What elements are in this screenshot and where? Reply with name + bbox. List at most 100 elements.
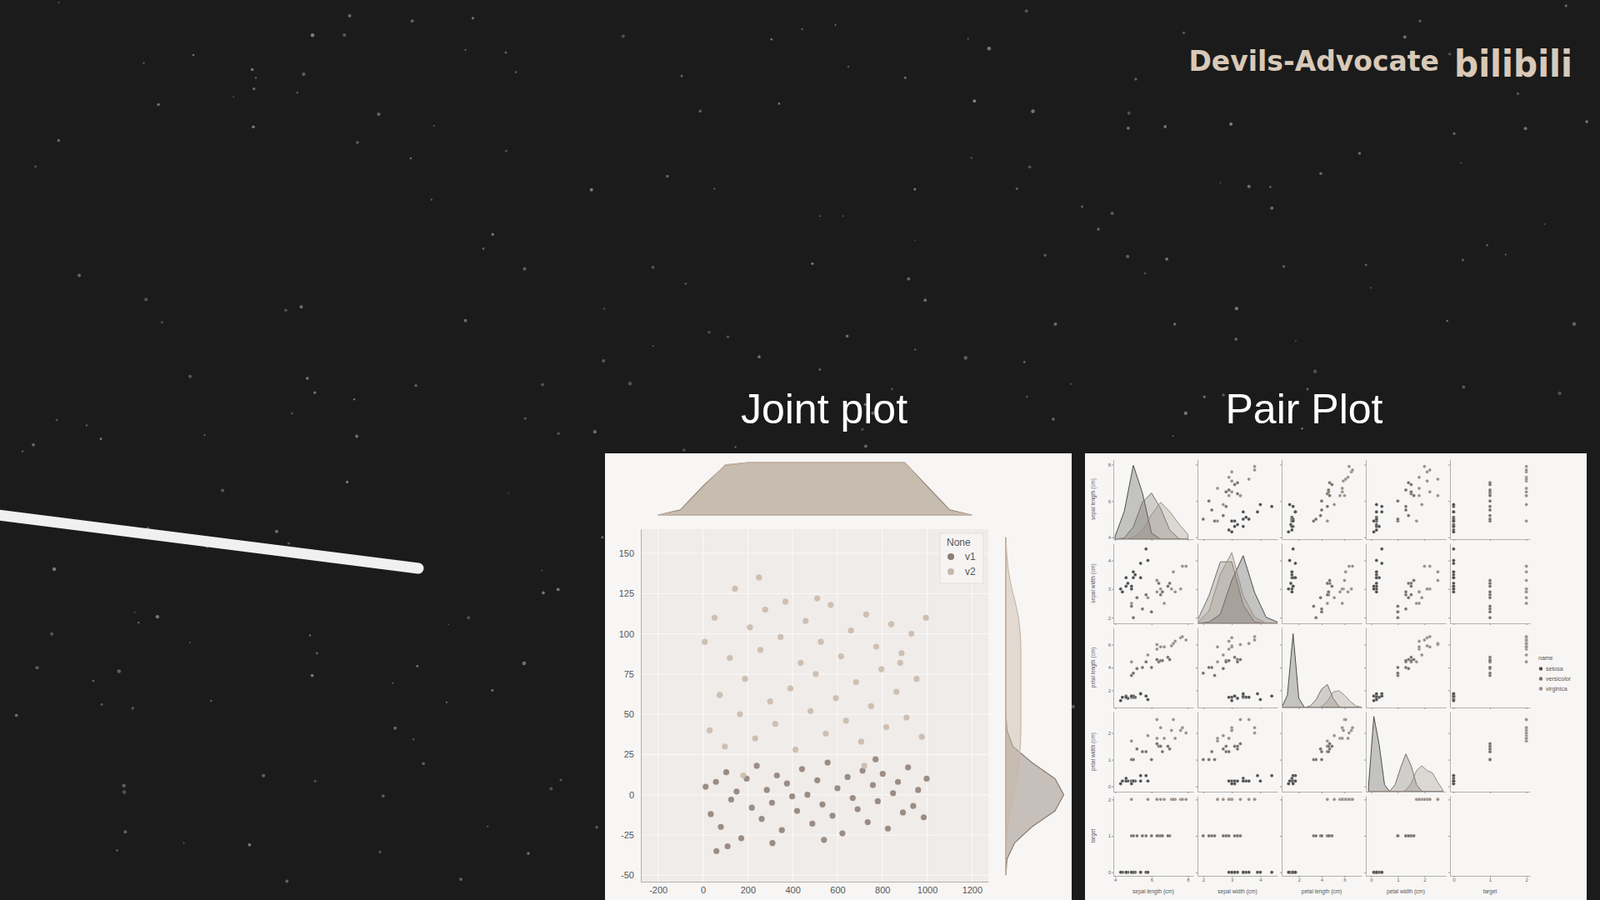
point [1375, 870, 1379, 875]
tick-label: 3 [1230, 877, 1235, 883]
point [1380, 547, 1384, 551]
point [1227, 736, 1231, 740]
point [1435, 570, 1440, 574]
point [1144, 593, 1148, 597]
tick-label: 150 [619, 548, 635, 559]
cell-marks [1115, 465, 1188, 540]
legend-marker [1539, 686, 1543, 690]
tick: 8 [1108, 462, 1114, 468]
point [746, 624, 753, 630]
tick-mark [1370, 707, 1372, 710]
cell-marks [1451, 547, 1528, 620]
tick [1448, 465, 1450, 466]
star [1234, 337, 1238, 341]
marginal-x [658, 462, 973, 515]
point [1451, 779, 1455, 783]
star [421, 761, 425, 765]
star [682, 448, 685, 451]
point [1139, 561, 1143, 565]
axis-line [1366, 539, 1447, 540]
axis [1364, 460, 1367, 540]
point [1347, 564, 1351, 568]
point [1210, 750, 1214, 754]
tick: 1000 [917, 881, 938, 895]
point [1131, 834, 1135, 838]
star [1544, 223, 1546, 225]
tick-mark [1111, 799, 1114, 800]
point [1451, 779, 1455, 783]
point [1395, 834, 1400, 838]
tick: 4 [1108, 558, 1114, 564]
point [1155, 657, 1159, 661]
point [1325, 581, 1330, 585]
tick-mark [1280, 799, 1282, 800]
tick [1151, 707, 1153, 710]
point [1406, 514, 1410, 518]
star [430, 198, 433, 200]
star [300, 305, 304, 309]
point [733, 788, 740, 795]
tick [1280, 760, 1282, 761]
point [1201, 671, 1205, 675]
star [77, 274, 81, 278]
point [1422, 564, 1426, 568]
point [893, 688, 900, 695]
point [1221, 503, 1225, 507]
point [1525, 660, 1529, 664]
tick [1280, 537, 1282, 539]
star [1134, 77, 1138, 81]
point [767, 698, 774, 705]
tick [1203, 791, 1205, 794]
tick-mark [1260, 623, 1261, 625]
tick-label: 100 [619, 629, 635, 640]
point [1525, 645, 1529, 649]
tick [1195, 465, 1198, 466]
grid-line [747, 529, 749, 882]
point [1253, 725, 1257, 730]
point [1131, 758, 1135, 762]
star [504, 50, 507, 54]
point [1255, 774, 1260, 778]
tick [1260, 623, 1261, 625]
point [844, 774, 850, 780]
point [707, 810, 714, 817]
tick [1195, 537, 1198, 539]
point [1155, 718, 1159, 722]
point [1488, 514, 1492, 518]
point [1372, 530, 1376, 534]
point [1160, 750, 1165, 754]
star [651, 265, 655, 270]
point [1230, 470, 1234, 474]
point [1435, 494, 1440, 498]
tick: 2 [1423, 875, 1427, 883]
point [809, 820, 815, 827]
point [1417, 797, 1421, 801]
point [1525, 601, 1529, 605]
point [1201, 834, 1205, 838]
point [728, 796, 735, 803]
point [1525, 595, 1529, 600]
tick-mark [1490, 791, 1491, 794]
tick [1364, 589, 1366, 590]
point [1230, 781, 1234, 785]
star [1220, 181, 1222, 184]
point [1344, 797, 1348, 801]
tick-mark [1453, 539, 1455, 541]
point [1417, 590, 1421, 594]
tick-mark [1397, 707, 1399, 710]
tick-label: 4 [1114, 877, 1118, 883]
star [1025, 395, 1029, 399]
tick [1364, 733, 1366, 735]
tick-mark [1526, 623, 1528, 625]
point [1380, 870, 1384, 875]
tick-mark [1280, 537, 1282, 539]
tick [1115, 791, 1116, 794]
point [1325, 601, 1330, 605]
point [1525, 503, 1529, 507]
axis [1280, 796, 1283, 877]
point [1253, 797, 1257, 801]
axis: -50-250255075100125150 [619, 530, 642, 883]
point [779, 827, 785, 834]
point [1241, 870, 1245, 875]
star [1221, 393, 1225, 397]
